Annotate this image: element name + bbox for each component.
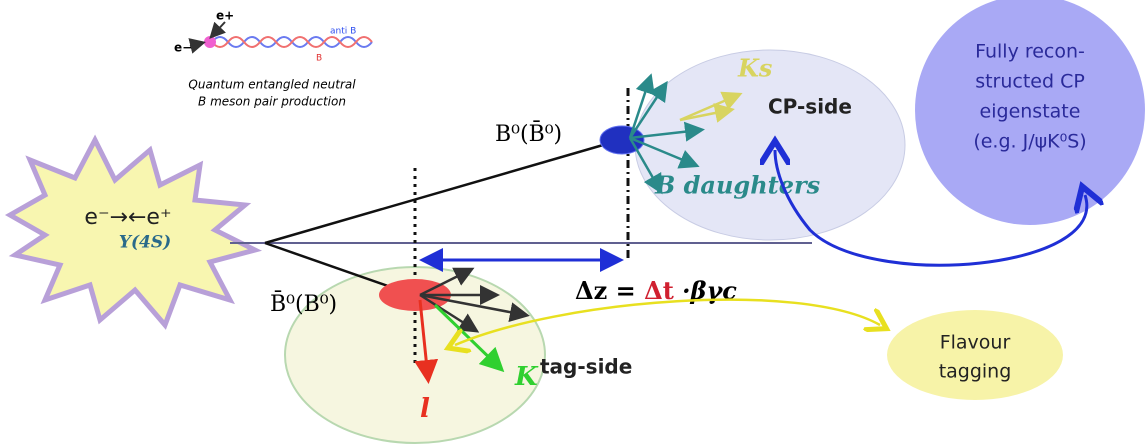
tagging-connector [455, 298, 880, 345]
cp-b-label: B⁰(B̄⁰) [495, 120, 562, 147]
formula-part: Δz = [575, 276, 636, 305]
cp-eigenstate-text: (e.g. J/ψK⁰S) [973, 131, 1086, 153]
beams-label: e⁻→←e⁺ [84, 205, 171, 230]
cp-connector [775, 150, 1087, 267]
tag-b-track [264, 241, 409, 295]
lepton-label: l [420, 394, 430, 424]
cp-eigenstate-text: eigenstate [980, 101, 1081, 123]
flavour-tagging-bubble [887, 310, 1063, 400]
upsilon-label: Υ(4S) [119, 233, 171, 253]
anti-b-label: anti B [330, 27, 356, 37]
tag-side-title: tag-side [540, 355, 632, 379]
kaon-label: K [514, 362, 539, 392]
caption: B meson pair production [198, 95, 346, 109]
flavour-tagging-text: Flavour [940, 332, 1011, 354]
cp-b-track [264, 141, 611, 245]
b-daughters-label: B daughters [654, 171, 821, 200]
tag-b-label: B̄⁰(B⁰) [270, 290, 337, 317]
upsilon-burst [4, 134, 263, 330]
positron-label: e+ [216, 9, 234, 23]
ks-label: Ks [737, 54, 773, 83]
production-sketch [188, 21, 373, 54]
caption: Quantum entangled neutral [188, 78, 356, 92]
b-label: B [316, 54, 322, 64]
cp-side-title: CP-side [768, 95, 852, 119]
lepton-track [414, 299, 439, 384]
cp-eigenstate-text: Fully recon- [975, 41, 1085, 63]
cp-eigenstate-text: structed CP [975, 71, 1085, 93]
electron-label: e− [174, 41, 192, 55]
flavour-tagging-text: tagging [939, 361, 1012, 383]
formula-part: Δt [644, 276, 674, 305]
